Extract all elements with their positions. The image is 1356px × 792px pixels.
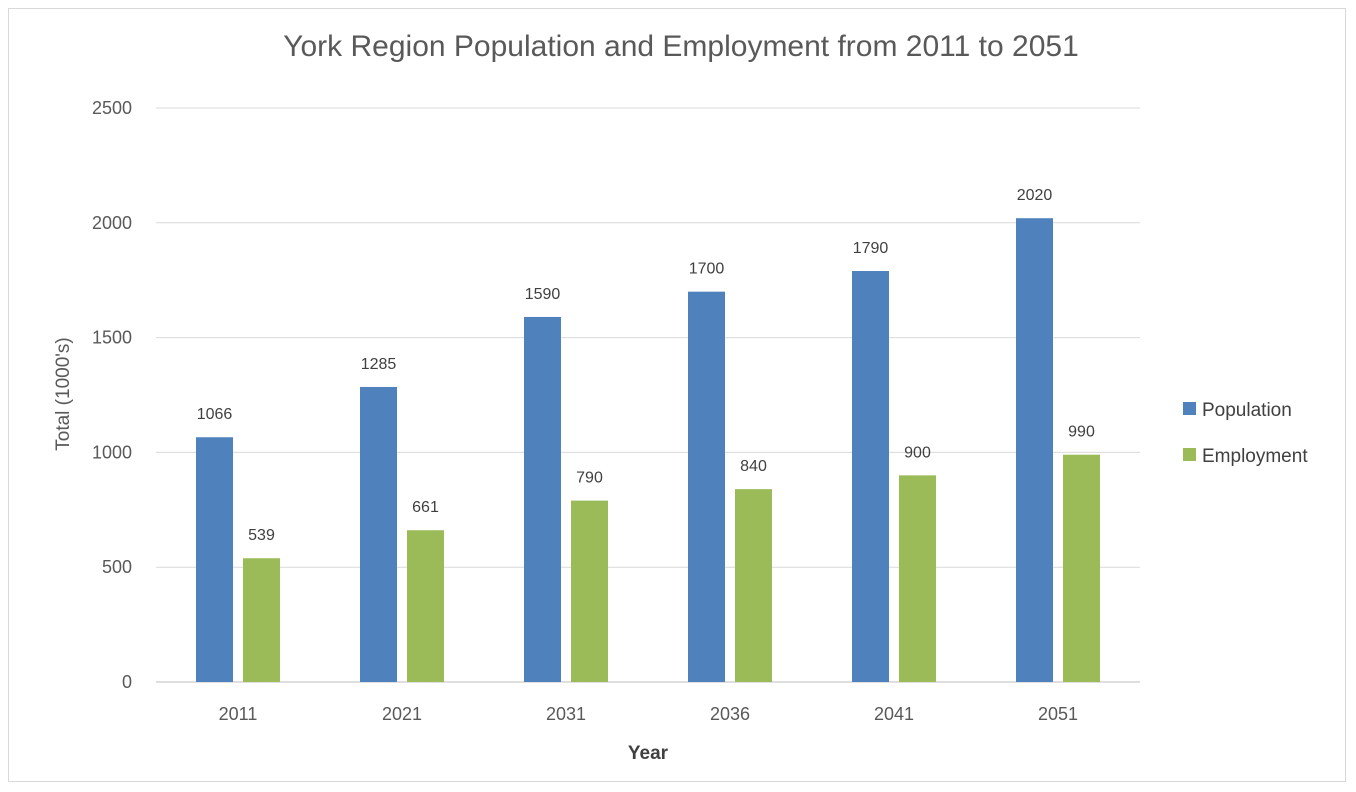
legend-label-employment: Employment — [1202, 446, 1308, 467]
bar-population-2011 — [196, 437, 233, 682]
x-axis-title: Year — [628, 743, 669, 764]
y-axis-ticks: 0 500 1000 1500 2000 2500 — [92, 98, 132, 692]
y-tick-label: 0 — [122, 672, 132, 692]
data-label: 900 — [904, 444, 931, 461]
bar-population-2041 — [852, 271, 889, 682]
bar-population-2051 — [1016, 218, 1053, 682]
data-label: 1700 — [689, 261, 725, 278]
x-tick-label: 2021 — [382, 704, 422, 724]
data-label: 1285 — [361, 356, 397, 373]
data-label: 840 — [740, 458, 767, 475]
bar-employment-2051 — [1063, 454, 1100, 682]
data-labels: 1066 539 1285 661 1590 790 1700 840 1790 900 2020 9… — [197, 187, 1095, 544]
legend-swatch-population — [1183, 402, 1196, 415]
bar-employment-2041 — [899, 475, 936, 682]
legend-label-population: Population — [1202, 400, 1292, 421]
data-label: 661 — [412, 499, 439, 516]
bar-employment-2021 — [407, 530, 444, 682]
data-label: 1590 — [525, 286, 561, 303]
bar-population-2021 — [360, 386, 397, 682]
bar-employment-2031 — [571, 500, 608, 682]
y-tick-label: 1000 — [92, 442, 132, 462]
legend-swatch-employment — [1183, 448, 1196, 461]
data-label: 539 — [248, 527, 275, 544]
gridlines — [156, 107, 1140, 683]
x-tick-label: 2051 — [1038, 704, 1078, 724]
chart-title: York Region Population and Employment fr… — [283, 30, 1079, 63]
y-tick-label: 500 — [102, 557, 132, 577]
y-tick-label: 1500 — [92, 328, 132, 348]
bar-population-2036 — [688, 291, 725, 682]
legend: Population Employment — [1183, 400, 1308, 467]
data-label: 990 — [1068, 424, 1095, 441]
y-tick-label: 2000 — [92, 213, 132, 233]
x-axis-ticks: 2011 2021 2031 2036 2041 2051 — [219, 704, 1078, 724]
x-tick-label: 2031 — [546, 704, 586, 724]
bar-employment-2011 — [243, 558, 280, 682]
bar-population-2031 — [524, 316, 561, 682]
data-label: 1790 — [853, 240, 889, 257]
x-tick-label: 2011 — [219, 704, 258, 724]
x-tick-label: 2041 — [874, 704, 914, 724]
bars — [196, 218, 1100, 682]
data-label: 1066 — [197, 406, 233, 423]
x-tick-label: 2036 — [710, 704, 750, 724]
data-label: 790 — [576, 470, 603, 487]
y-tick-label: 2500 — [92, 98, 132, 118]
bar-employment-2036 — [735, 489, 772, 682]
y-axis-title: Total (1000's) — [53, 337, 74, 450]
data-label: 2020 — [1017, 187, 1053, 204]
